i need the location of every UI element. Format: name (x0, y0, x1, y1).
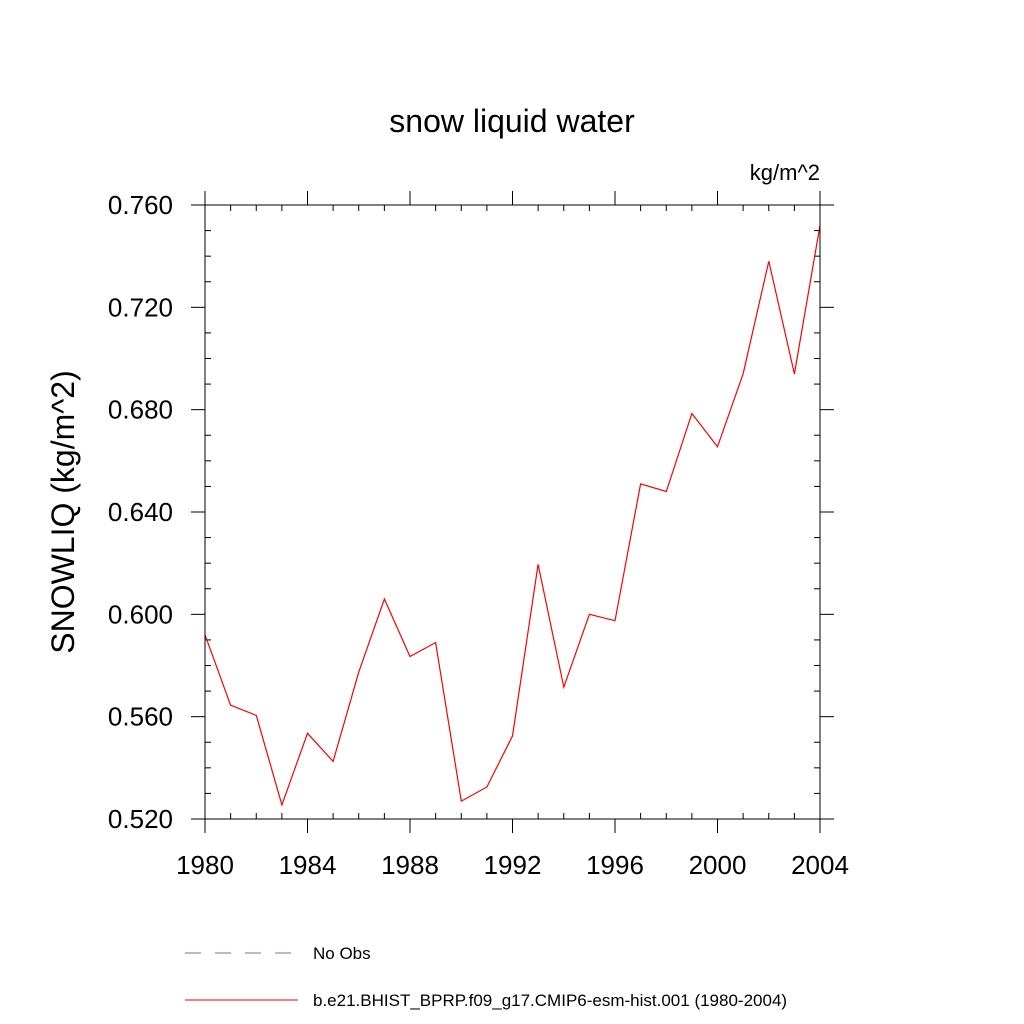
series-line (204, 225, 821, 807)
y-tick-label: 0.680 (108, 395, 173, 425)
chart-title: snow liquid water (389, 103, 635, 139)
x-axis-ticks: 1980 1984 1988 1992 1996 2000 2004 (176, 191, 849, 880)
x-tick-label: 1980 (176, 850, 234, 880)
y-tick-label: 0.520 (108, 804, 173, 834)
y-tick-label: 0.760 (108, 190, 173, 220)
plot-frame (204, 204, 821, 820)
x-tick-label: 1992 (484, 850, 542, 880)
legend: No Obs b.e21.BHIST_BPRP.f09_g17.CMIP6-esm… (185, 944, 787, 1010)
y-tick-label: 0.720 (108, 292, 173, 322)
series-layer (204, 225, 821, 807)
x-tick-label: 1988 (381, 850, 439, 880)
x-tick-label: 2000 (689, 850, 747, 880)
x-tick-label: 1996 (586, 850, 644, 880)
x-tick-label: 2004 (791, 850, 849, 880)
x-tick-label: 1984 (279, 850, 337, 880)
y-tick-label: 0.640 (108, 497, 173, 527)
y-axis-label: SNOWLIQ (kg/m^2) (45, 370, 81, 653)
y-tick-label: 0.600 (108, 599, 173, 629)
legend-label: b.e21.BHIST_BPRP.f09_g17.CMIP6-esm-hist.… (313, 991, 787, 1010)
units-label: kg/m^2 (750, 160, 820, 185)
legend-label: No Obs (313, 944, 371, 963)
y-tick-label: 0.560 (108, 702, 173, 732)
y-axis-ticks: 0.520 0.560 0.600 0.640 0.680 0.720 0.760 (108, 190, 834, 834)
